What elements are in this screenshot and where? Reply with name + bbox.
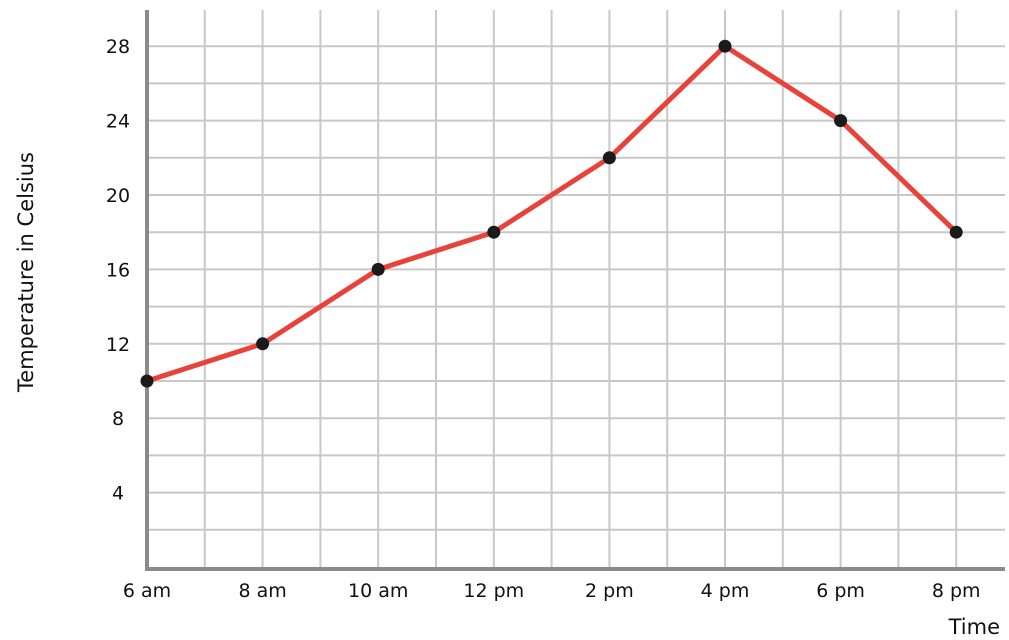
y-tick-label: 24: [106, 111, 130, 133]
data-point-12-pm: [487, 225, 501, 239]
grid: [147, 10, 1005, 569]
x-tick-label: 10 am: [348, 580, 408, 602]
y-tick-label: 28: [106, 36, 130, 58]
data-point-8-am: [256, 337, 270, 351]
data-point-4-pm: [718, 39, 732, 53]
x-tick-label: 8 am: [238, 580, 286, 602]
y-axis-label: Temperature in Celsius: [14, 152, 38, 393]
x-axis-label: Time: [948, 615, 1000, 639]
x-tick-label: 8 pm: [932, 580, 981, 602]
y-tick-label: 16: [106, 259, 130, 281]
x-tick-label: 6 am: [123, 580, 171, 602]
data-point-2-pm: [602, 151, 616, 165]
axes: [145, 10, 1005, 571]
y-tick-label: 20: [106, 185, 130, 207]
data-point-8-pm: [949, 225, 963, 239]
data-point-6-pm: [834, 114, 848, 128]
y-tick-label: 4: [112, 483, 124, 505]
series-temperature: [140, 39, 963, 388]
x-tick-label: 6 pm: [816, 580, 865, 602]
y-tick-label: 12: [106, 334, 130, 356]
x-tick-label: 2 pm: [585, 580, 634, 602]
data-point-6-am: [140, 374, 154, 388]
y-tick-labels: 4 8 12 16 20 24 28: [106, 36, 130, 504]
x-tick-label: 4 pm: [701, 580, 750, 602]
data-point-10-am: [371, 262, 385, 276]
x-tick-label: 12 pm: [463, 580, 524, 602]
series-line: [144, 43, 959, 384]
x-tick-labels: 6 am 8 am 10 am 12 pm 2 pm 4 pm 6 pm 8 pm: [123, 580, 981, 602]
y-tick-label: 8: [112, 408, 124, 430]
